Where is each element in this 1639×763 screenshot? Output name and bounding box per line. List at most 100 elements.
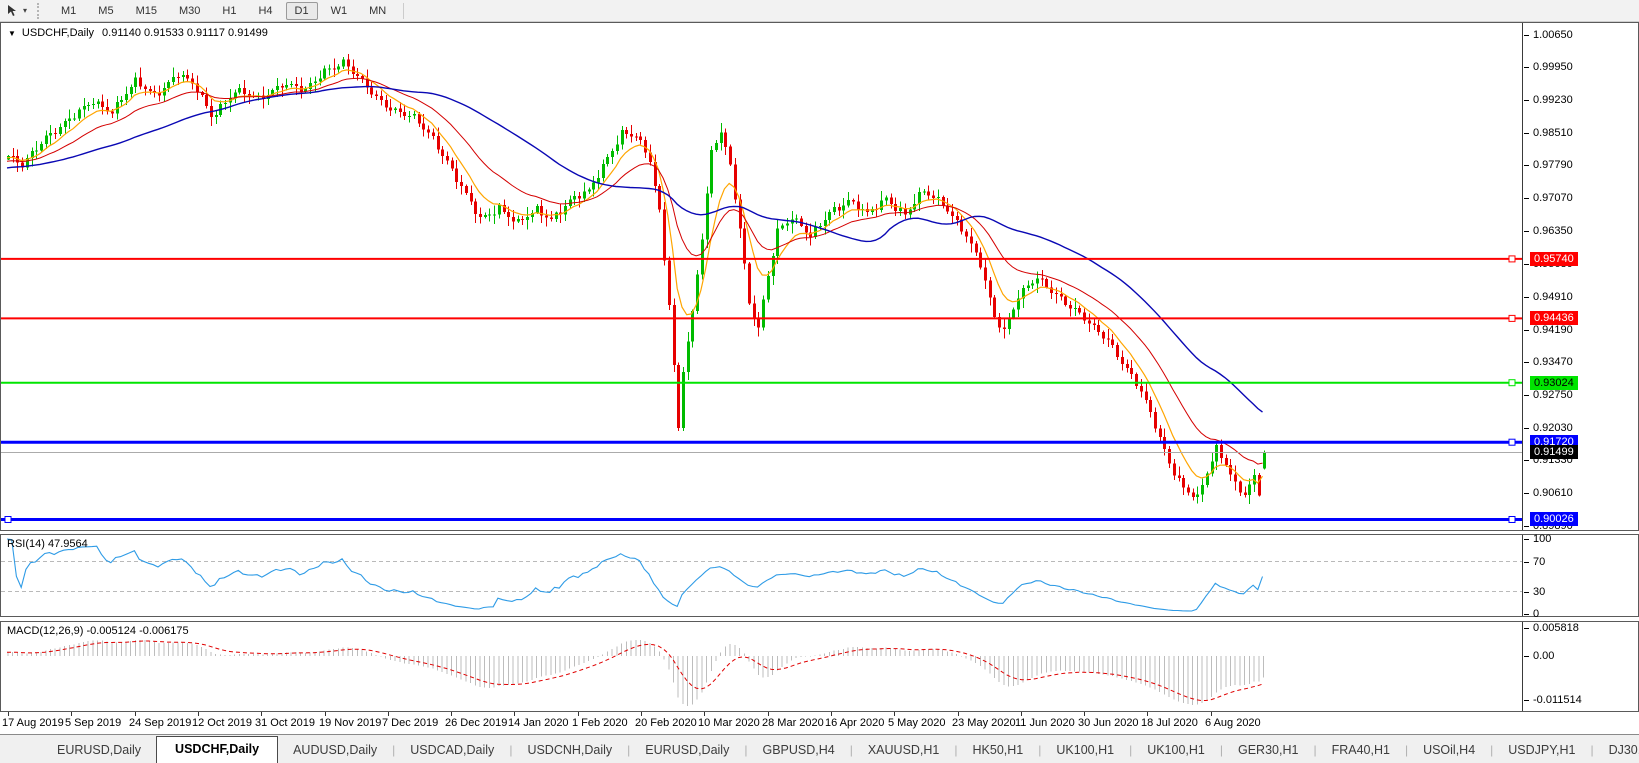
date-axis-tick	[8, 712, 9, 716]
rsi-plot-area[interactable]	[1, 535, 1523, 616]
timeframe-button-h1[interactable]: H1	[222, 4, 237, 17]
date-axis-label: 12 Oct 2019	[192, 717, 252, 729]
timeframe-button-h4[interactable]: H4	[258, 4, 273, 17]
line-anchor-handle[interactable]	[1508, 379, 1516, 387]
moving-average-line	[6, 77, 1263, 465]
timeframe-button-m15[interactable]: M15	[135, 4, 157, 17]
date-axis[interactable]: 17 Aug 2019 5 Sep 2019 24 Sep 2019 12 Oct 2…	[0, 712, 1639, 734]
price-axis-tick: 0.96350	[1524, 225, 1573, 237]
rsi-line	[6, 538, 1264, 612]
chart-tab-xauusd-7[interactable]: XAUUSD,H1	[867, 743, 940, 757]
date-axis-tick	[261, 712, 262, 716]
line-anchor-handle[interactable]	[1508, 516, 1516, 523]
panel-resize-handle[interactable]	[0, 531, 1639, 534]
tab-separator: |	[1490, 743, 1494, 757]
chart-tab-audusd-2[interactable]: AUDUSD,Daily	[293, 743, 378, 757]
chart-tab-usdcnh-4[interactable]: USDCNH,Daily	[527, 743, 613, 757]
timeframe-button-m30[interactable]: M30	[178, 4, 201, 17]
line-anchor-handle[interactable]	[1508, 314, 1516, 322]
date-axis-label: 10 Mar 2020	[698, 717, 760, 729]
price-level-badge: 0.93024	[1530, 376, 1578, 390]
date-axis-tick	[71, 712, 72, 716]
chart-cursor-icon	[8, 4, 16, 16]
date-axis-label: 26 Dec 2019	[445, 717, 508, 729]
chart-tab-eurusd-5[interactable]: EURUSD,Daily	[645, 743, 730, 757]
chart-tab-uk100-10[interactable]: UK100,H1	[1147, 743, 1205, 757]
price-axis-tick: 0.94910	[1524, 291, 1573, 303]
tab-separator: |	[954, 743, 958, 757]
price-axis-tick: 0.99950	[1524, 61, 1573, 73]
date-axis-tick	[1021, 712, 1022, 716]
chart-title: ▼ USDCHF,Daily 0.91140 0.91533 0.91117 0…	[8, 27, 268, 39]
rsi-axis-tick: 0	[1524, 608, 1539, 620]
tab-separator: |	[1313, 743, 1317, 757]
line-anchor-handle[interactable]	[1508, 255, 1516, 263]
timeframe-button-w1[interactable]: W1	[330, 4, 348, 17]
chart-ohlc-readout: 0.91140 0.91533 0.91117 0.91499	[102, 27, 268, 39]
candlestick-chart[interactable]	[1, 23, 1523, 530]
date-axis-tick	[388, 712, 389, 716]
timeframe-button-m1[interactable]: M1	[61, 4, 77, 17]
tab-separator: |	[1404, 743, 1409, 757]
chevron-down-icon: ▾	[23, 6, 28, 15]
timeframe-button-mn[interactable]: MN	[369, 4, 387, 17]
macd-plot-area[interactable]	[1, 622, 1523, 711]
moving-average-line	[6, 85, 1263, 413]
toolbar-separator	[403, 2, 405, 19]
date-axis-label: 24 Sep 2019	[129, 717, 192, 729]
rsi-chart	[1, 538, 1522, 612]
rsi-axis-tick: 100	[1524, 533, 1551, 545]
date-axis-label: 1 Feb 2020	[572, 717, 628, 729]
toolbar-grip[interactable]	[37, 2, 42, 19]
chart-tab-fra40-12[interactable]: FRA40,H1	[1331, 743, 1390, 757]
chart-tab-usdjpy-14[interactable]: USDJPY,H1	[1508, 743, 1576, 757]
timeframe-button-m5[interactable]: M5	[98, 4, 114, 17]
price-axis[interactable]: 1.00650 0.99950 0.99230 0.98510 0.97790 0.970…	[1524, 23, 1638, 532]
price-axis-tick: 0.92030	[1524, 422, 1573, 434]
macd-axis-tick: 0.00	[1524, 650, 1554, 662]
date-axis-label: 19 Nov 2019	[319, 717, 382, 729]
chart-tool-dropdown[interactable]: ▾	[0, 4, 31, 18]
tab-separator: |	[509, 743, 513, 757]
chart-tab-dj30-15[interactable]: DJ30,Daily	[1608, 743, 1639, 757]
chart-tab-usdchf-1[interactable]: USDCHF,Daily	[156, 736, 279, 763]
chart-tab-hk50-8[interactable]: HK50,H1	[972, 743, 1024, 757]
chart-tab-gbpusd-6[interactable]: GBPUSD,H4	[762, 743, 835, 757]
date-axis-tick	[831, 712, 832, 716]
rsi-axis[interactable]: 100 70 30 0	[1524, 533, 1638, 620]
chart-title-collapse-icon[interactable]: ▼	[8, 28, 16, 38]
date-axis-label: 14 Jan 2020	[508, 717, 569, 729]
price-level-badge: 0.94436	[1530, 311, 1578, 325]
macd-axis-tick: 0.005818	[1524, 622, 1579, 634]
macd-panel: MACD(12,26,9) -0.005124 -0.006175 0.0058…	[0, 621, 1639, 712]
price-axis-tick: 1.00650	[1524, 29, 1573, 41]
macd-axis[interactable]: 0.005818 0.00 -0.011514	[1524, 622, 1638, 711]
line-anchor-handle[interactable]	[1508, 438, 1516, 446]
chart-tab-usdcad-3[interactable]: USDCAD,Daily	[410, 743, 495, 757]
date-axis-label: 28 Mar 2020	[762, 717, 824, 729]
tab-separator: |	[849, 743, 853, 757]
moving-average-line	[6, 69, 1263, 484]
date-axis-label: 17 Aug 2019	[2, 717, 64, 729]
line-anchor-handle[interactable]	[4, 516, 12, 523]
date-axis-tick	[1147, 712, 1148, 716]
timeframe-button-d1[interactable]: D1	[285, 1, 318, 20]
date-axis-label: 7 Dec 2019	[382, 717, 439, 729]
macd-chart	[7, 639, 1264, 706]
date-axis-label: 5 Sep 2019	[65, 717, 122, 729]
macd-label: MACD(12,26,9) -0.005124 -0.006175	[7, 625, 189, 637]
panel-resize-handle[interactable]	[0, 617, 1639, 620]
date-axis-label: 31 Oct 2019	[255, 717, 315, 729]
chart-tab-ger30-11[interactable]: GER30,H1	[1238, 743, 1299, 757]
date-axis-label: 30 Jun 2020	[1078, 717, 1139, 729]
chart-tab-uk100-9[interactable]: UK100,H1	[1056, 743, 1115, 757]
date-axis-tick	[1211, 712, 1212, 716]
chart-tab-eurusd-0[interactable]: EURUSD,Daily	[57, 743, 142, 757]
chart-tab-usoil-13[interactable]: USOil,H4	[1423, 743, 1476, 757]
date-axis-tick	[451, 712, 452, 716]
date-axis-label: 5 May 2020	[888, 717, 946, 729]
date-axis-tick	[578, 712, 579, 716]
price-level-badge: 0.91499	[1530, 445, 1578, 459]
main-plot-area[interactable]	[1, 23, 1523, 530]
macd-signal-line	[7, 640, 1263, 701]
